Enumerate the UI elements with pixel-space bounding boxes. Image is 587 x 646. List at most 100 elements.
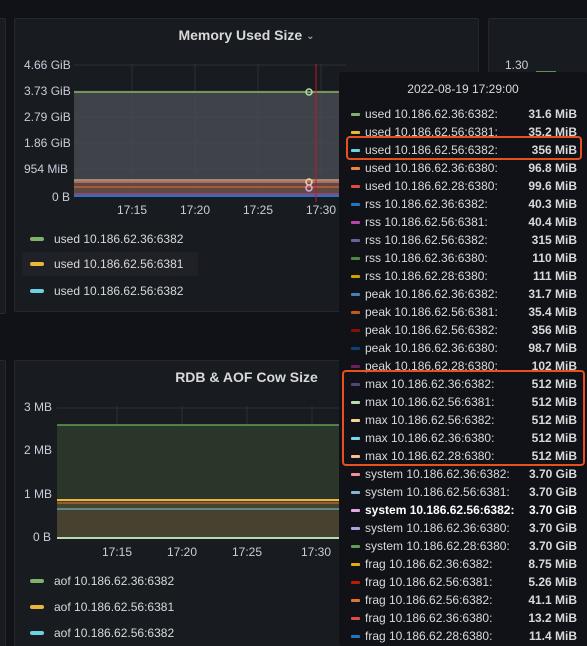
series-swatch [351, 400, 360, 404]
x-tick: 17:15 [117, 203, 148, 217]
tooltip-row-label: rss 10.186.62.56:6381: [365, 215, 488, 229]
series-swatch [351, 490, 360, 494]
tooltip-row-label: used 10.186.62.56:6382: [365, 143, 498, 157]
tooltip-row-value: 41.1 MiB [528, 593, 577, 607]
highlight-box [346, 136, 582, 160]
y-tick: 1.30 [505, 58, 529, 72]
tooltip-row: frag 10.186.62.36:6380: 13.2 MiB [351, 609, 577, 627]
tooltip-row-value: 3.70 GiB [528, 467, 577, 481]
x-tick: 17:25 [243, 203, 274, 217]
tooltip-row-value: 35.2 MiB [528, 125, 577, 139]
tooltip-time: 2022-08-19 17:29:00 [407, 82, 519, 96]
tooltip-row-value: 98.7 MiB [528, 341, 577, 355]
tooltip-row: peak 10.186.62.36:6380: 98.7 MiB [351, 339, 577, 357]
series-swatch [351, 634, 360, 638]
tooltip-row-value: 356 MiB [531, 323, 577, 337]
legend-item[interactable]: aof 10.186.62.56:6382 [30, 626, 174, 640]
tooltip-row-label: frag 10.186.62.56:6382: [365, 593, 493, 607]
y-tick: 2 MB [24, 443, 53, 457]
tooltip-row-label: max 10.186.62.56:6381: [365, 395, 495, 409]
tooltip-row-label: peak 10.186.62.36:6382: [365, 287, 498, 301]
tooltip-row: system 10.186.62.36:6382: 3.70 GiB [351, 465, 577, 483]
x-tick: 17:30 [306, 203, 337, 217]
tooltip-row-label: system 10.186.62.56:6381: [365, 485, 510, 499]
legend-item[interactable]: aof 10.186.62.36:6382 [30, 574, 174, 588]
tooltip-row-value: 40.3 MiB [528, 197, 577, 211]
y-tick: 954 MiB [24, 162, 69, 176]
tooltip-row-label: rss 10.186.62.56:6382: [365, 233, 488, 247]
left-edge-panel-bottom [0, 360, 6, 646]
hover-point [305, 88, 313, 96]
y-tick: 1.86 GiB [24, 136, 71, 150]
chevron-down-icon[interactable]: ⌄ [306, 30, 315, 42]
hover-point [305, 184, 313, 192]
y-tick: 0 B [52, 190, 71, 204]
tooltip-row-label: system 10.186.62.56:6382: [365, 503, 515, 517]
legend-swatch [30, 631, 44, 635]
x-tick: 17:15 [102, 545, 133, 559]
legend-item[interactable]: aof 10.186.62.56:6381 [30, 600, 174, 614]
tooltip-row-value: 512 MiB [531, 413, 577, 427]
tooltip-row-value: 5.26 MiB [528, 575, 577, 589]
tooltip-row-value: 11.4 MiB [528, 629, 577, 643]
tooltip-row-value: 96.8 MiB [528, 161, 577, 175]
tooltip-row: system 10.186.62.56:6382: 3.70 GiB [351, 501, 577, 519]
tooltip-row-value: 110 MiB [532, 251, 577, 265]
tooltip-row-label: system 10.186.62.28:6380: [365, 539, 510, 553]
legend-item[interactable]: used 10.186.62.56:6382 [30, 284, 183, 298]
tooltip-row: used 10.186.62.56:6382: 356 MiB [351, 141, 577, 159]
tooltip-row: rss 10.186.62.56:6381: 40.4 MiB [351, 213, 577, 231]
left-edge-panel [0, 18, 6, 314]
tooltip-row-label: used 10.186.62.28:6380: [365, 179, 498, 193]
tooltip-row-value: 102 MiB [531, 359, 577, 373]
legend-label: aof 10.186.62.36:6382 [54, 574, 175, 588]
y-tick: 2.79 GiB [24, 110, 71, 124]
series-swatch [351, 544, 360, 548]
series-swatch [351, 382, 360, 386]
legend-label: aof 10.186.62.56:6382 [54, 626, 175, 640]
legend-swatch [30, 262, 44, 266]
tooltip-row: used 10.186.62.36:6382: 31.6 MiB [351, 105, 577, 123]
tooltip-row-label: rss 10.186.62.36:6382: [365, 197, 488, 211]
series-swatch [351, 526, 360, 530]
legend-label: aof 10.186.62.56:6381 [54, 600, 175, 614]
tooltip-row-value: 35.4 MiB [528, 305, 577, 319]
tooltip-row-value: 40.4 MiB [528, 215, 577, 229]
tooltip-row-value: 3.70 GiB [528, 485, 577, 499]
tooltip-row-label: peak 10.186.62.36:6380: [365, 341, 498, 355]
memory-panel-title[interactable]: Memory Used Size ⌄ [15, 27, 478, 43]
hover-tooltip: 2022-08-19 17:29:00 used 10.186.62.36:63… [339, 72, 587, 646]
tooltip-row-label: system 10.186.62.36:6382: [365, 467, 510, 481]
tooltip-row-value: 13.2 MiB [528, 611, 577, 625]
tooltip-row: max 10.186.62.28:6380: 512 MiB [351, 447, 577, 465]
y-tick: 4.66 GiB [24, 58, 71, 72]
series-swatch [351, 580, 360, 584]
system-area [74, 92, 346, 196]
series-swatch [351, 598, 360, 602]
tooltip-row: frag 10.186.62.56:6381: 5.26 MiB [351, 573, 577, 591]
tooltip-row-label: rss 10.186.62.36:6380: [365, 251, 488, 265]
x-tick: 17:20 [167, 545, 198, 559]
rdb-panel-title[interactable]: RDB & AOF Cow Size [175, 369, 318, 385]
legend-item[interactable]: used 10.186.62.36:6382 [30, 232, 183, 246]
tooltip-row: frag 10.186.62.36:6382: 8.75 MiB [351, 555, 577, 573]
tooltip-row-value: 315 MiB [531, 233, 577, 247]
series-swatch [351, 220, 360, 224]
tooltip-row: max 10.186.62.56:6381: 512 MiB [351, 393, 577, 411]
rdb-aof-chart[interactable] [57, 406, 347, 540]
tooltip-row-label: used 10.186.62.56:6381: [365, 125, 498, 139]
x-tick: 17:30 [301, 545, 332, 559]
tooltip-row-label: frag 10.186.62.36:6382: [365, 557, 493, 571]
memory-chart[interactable] [74, 64, 346, 202]
tooltip-row: max 10.186.62.56:6382: 512 MiB [351, 411, 577, 429]
series-swatch [351, 508, 360, 512]
tooltip-row: frag 10.186.62.28:6380: 11.4 MiB [351, 627, 577, 645]
used-area [74, 180, 346, 196]
series-swatch [351, 148, 360, 152]
tooltip-row: peak 10.186.62.28:6380: 102 MiB [351, 357, 577, 375]
legend-item[interactable]: used 10.186.62.56:6381 [22, 252, 198, 276]
series-swatch [351, 328, 360, 332]
tooltip-row-label: max 10.186.62.28:6380: [365, 449, 495, 463]
tooltip-row-label: used 10.186.62.36:6382: [365, 107, 498, 121]
tooltip-row-value: 512 MiB [531, 431, 577, 445]
